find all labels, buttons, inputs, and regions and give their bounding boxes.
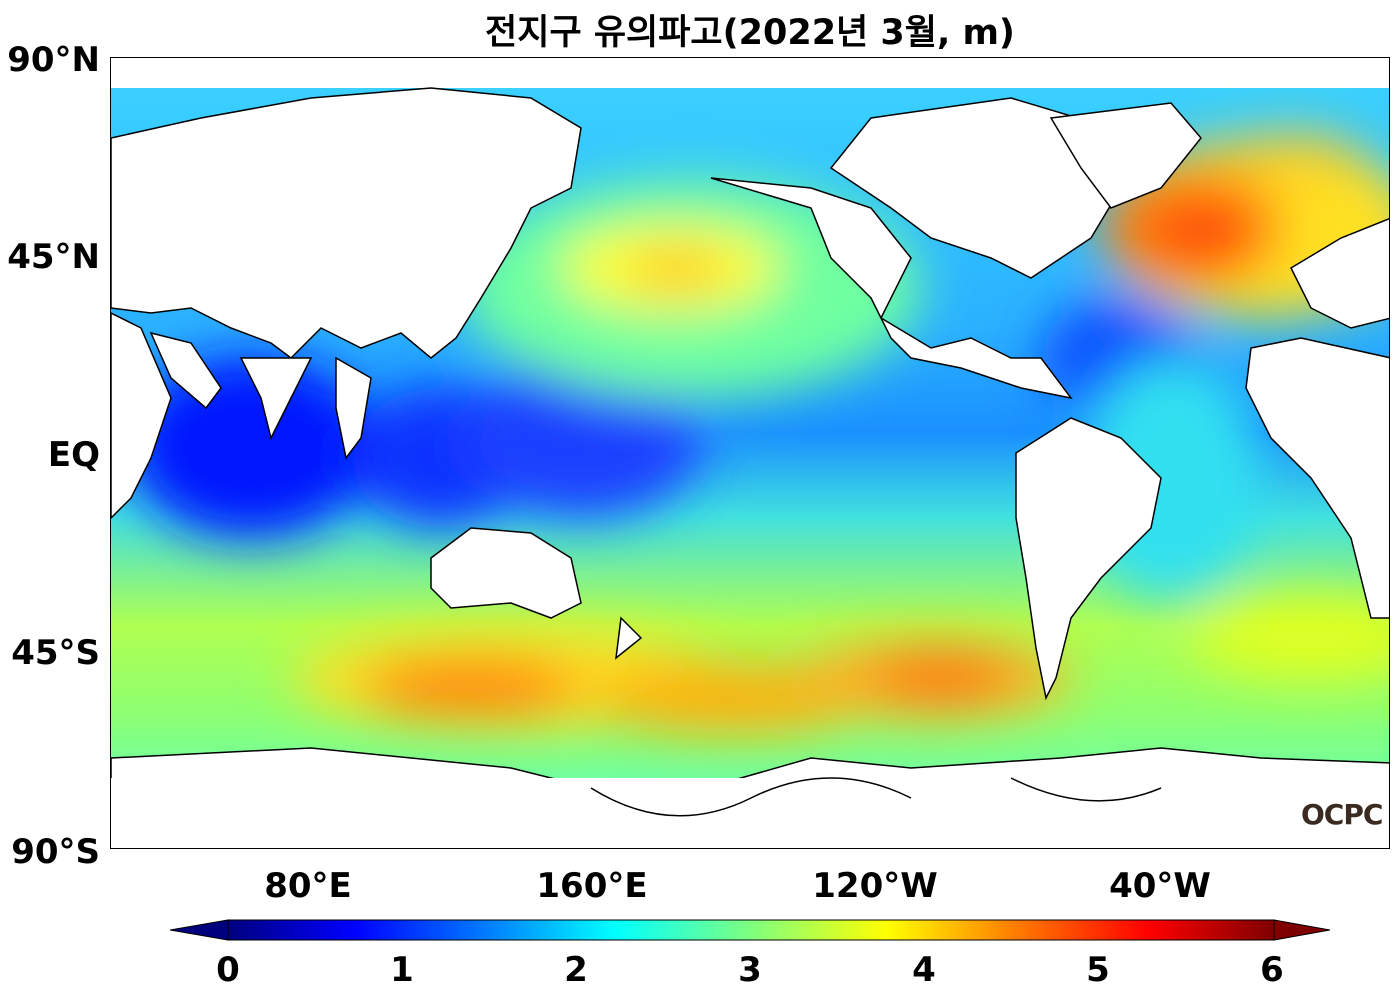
wave-height-map: OCPC — [110, 57, 1390, 849]
colorbar-tick-0: 0 — [216, 950, 240, 990]
lat-tick-90s: 90°S — [11, 832, 100, 872]
colorbar-tick-5: 5 — [1086, 950, 1110, 990]
ocpc-watermark: OCPC — [1301, 798, 1383, 831]
land-masses — [111, 87, 1389, 848]
map-title: 전지구 유의파고(2022년 3월, m) — [485, 13, 1015, 53]
colorbar — [170, 919, 1330, 941]
colorbar-tick-3: 3 — [738, 950, 762, 990]
lon-tick-160e: 160°E — [536, 866, 648, 906]
colorbar-tick-2: 2 — [564, 950, 588, 990]
colorbar-gradient — [227, 919, 1275, 941]
antarctic-ice — [111, 778, 1389, 848]
lon-tick-40w: 40°W — [1109, 866, 1211, 906]
wave-height-field — [131, 133, 1389, 733]
lat-tick-90n: 90°N — [7, 40, 100, 80]
colorbar-tick-1: 1 — [390, 950, 414, 990]
colorbar-max-extend — [1273, 919, 1330, 941]
lat-tick-45n: 45°N — [7, 237, 100, 277]
lat-tick-45s: 45°S — [11, 633, 100, 673]
colorbar-tick-4: 4 — [912, 950, 936, 990]
lon-tick-120w: 120°W — [812, 866, 938, 906]
colorbar-min-extend — [170, 919, 229, 941]
lat-tick-eq: EQ — [47, 435, 100, 475]
lon-tick-80e: 80°E — [264, 866, 352, 906]
colorbar-tick-6: 6 — [1260, 950, 1284, 990]
map-canvas — [111, 87, 1389, 848]
